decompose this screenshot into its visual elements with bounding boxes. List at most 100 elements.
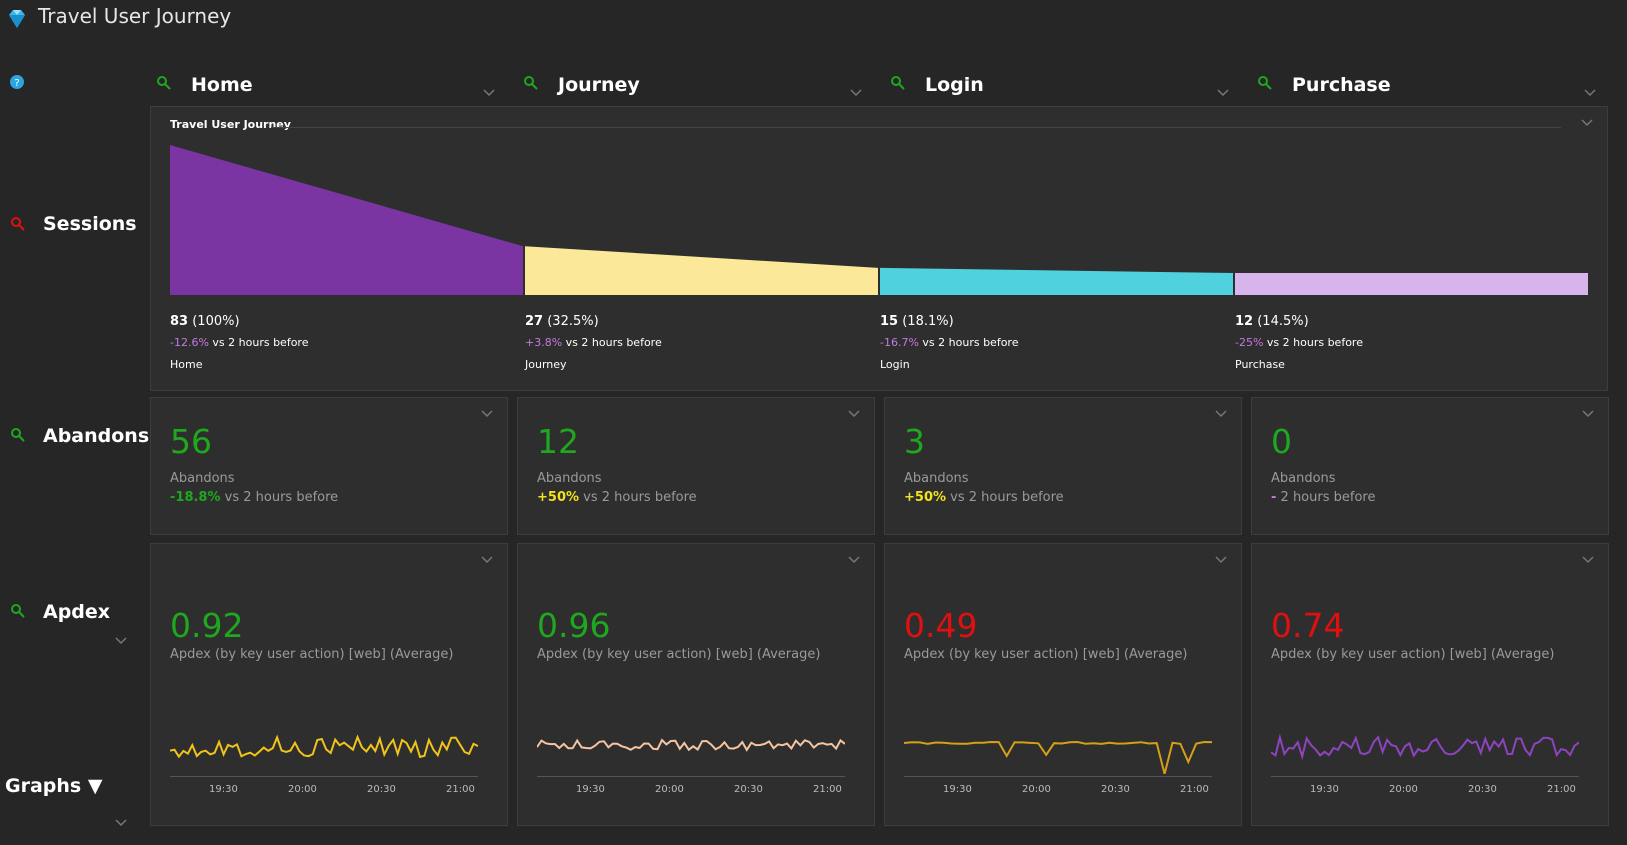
time-axis-tick: 20:30 bbox=[734, 784, 763, 795]
apdex-label: Apdex (by key user action) [web] (Averag… bbox=[1271, 647, 1555, 662]
abandons-value: 0 bbox=[1271, 422, 1292, 461]
time-axis-tick: 21:00 bbox=[1547, 784, 1576, 795]
chevron-down-icon[interactable] bbox=[1581, 119, 1593, 127]
abandons-trend: +50% vs 2 hours before bbox=[904, 490, 1064, 505]
chevron-down-icon[interactable] bbox=[848, 410, 860, 418]
funnel-title-divider bbox=[271, 127, 1561, 128]
abandons-trend: - 2 hours before bbox=[1271, 490, 1376, 505]
zoom-icon[interactable] bbox=[1257, 75, 1273, 95]
dashboard-title: Travel User Journey bbox=[38, 4, 232, 28]
time-axis bbox=[1271, 776, 1579, 777]
chevron-down-icon[interactable] bbox=[1582, 410, 1594, 418]
zoom-icon-abandons[interactable] bbox=[10, 427, 26, 447]
apdex-label: Apdex (by key user action) [web] (Averag… bbox=[170, 647, 454, 662]
apdex-sparkline bbox=[904, 740, 1212, 774]
apdex-sparkline bbox=[537, 738, 845, 752]
chevron-down-icon[interactable] bbox=[1215, 410, 1227, 418]
time-axis-tick: 19:30 bbox=[943, 784, 972, 795]
abandons-tile-home[interactable]: 56 Abandons -18.8% vs 2 hours before bbox=[150, 397, 508, 535]
apdex-tile-home[interactable]: 0.92 Apdex (by key user action) [web] (A… bbox=[150, 543, 508, 826]
funnel-segment-purchase[interactable] bbox=[1235, 273, 1588, 295]
abandons-label: Abandons bbox=[170, 471, 235, 486]
abandons-value: 12 bbox=[537, 422, 579, 461]
abandons-tile-purchase[interactable]: 0 Abandons - 2 hours before bbox=[1251, 397, 1609, 535]
funnel-step-trend: -16.7% vs 2 hours before bbox=[880, 336, 1019, 349]
chevron-down-icon[interactable] bbox=[481, 556, 493, 564]
chevron-down-icon[interactable] bbox=[848, 556, 860, 564]
row-label-graphs[interactable]: Graphs ▼ bbox=[5, 775, 103, 797]
funnel-title: Travel User Journey bbox=[170, 118, 291, 131]
zoom-icon[interactable] bbox=[890, 75, 906, 95]
abandons-tile-login[interactable]: 3 Abandons +50% vs 2 hours before bbox=[884, 397, 1242, 535]
funnel-step-trend: -12.6% vs 2 hours before bbox=[170, 336, 309, 349]
apdex-label: Apdex (by key user action) [web] (Averag… bbox=[904, 647, 1188, 662]
time-axis-tick: 20:00 bbox=[288, 784, 317, 795]
funnel-step-count: 12 (14.5%) bbox=[1235, 314, 1309, 329]
row-label-sessions: Sessions bbox=[43, 213, 137, 235]
funnel-step-trend: -25% vs 2 hours before bbox=[1235, 336, 1363, 349]
chevron-down-icon[interactable] bbox=[481, 410, 493, 418]
time-axis-tick: 20:30 bbox=[367, 784, 396, 795]
funnel-segment-login[interactable] bbox=[880, 267, 1233, 295]
chevron-down-icon[interactable] bbox=[1217, 82, 1229, 101]
time-axis-tick: 20:00 bbox=[1389, 784, 1418, 795]
funnel-step-name: Login bbox=[880, 358, 910, 371]
abandons-value: 56 bbox=[170, 422, 212, 461]
column-header-journey: Journey bbox=[558, 74, 640, 96]
apdex-value: 0.74 bbox=[1271, 606, 1345, 645]
time-axis-tick: 19:30 bbox=[1310, 784, 1339, 795]
zoom-icon[interactable] bbox=[156, 75, 172, 95]
column-header-login: Login bbox=[925, 74, 984, 96]
column-header-home: Home bbox=[191, 74, 253, 96]
funnel-segment-journey[interactable] bbox=[525, 246, 878, 295]
time-axis-tick: 21:00 bbox=[813, 784, 842, 795]
svg-text:?: ? bbox=[14, 78, 19, 89]
chevron-down-icon[interactable] bbox=[850, 82, 862, 101]
apdex-value: 0.49 bbox=[904, 606, 978, 645]
chevron-down-icon[interactable] bbox=[1582, 556, 1594, 564]
row-label-apdex: Apdex bbox=[43, 601, 111, 623]
chevron-down-icon[interactable] bbox=[115, 630, 127, 649]
time-axis bbox=[904, 776, 1212, 777]
funnel-step-count: 27 (32.5%) bbox=[525, 314, 599, 329]
zoom-icon[interactable] bbox=[523, 75, 539, 95]
abandons-label: Abandons bbox=[904, 471, 969, 486]
abandons-value: 3 bbox=[904, 422, 925, 461]
time-axis-tick: 19:30 bbox=[576, 784, 605, 795]
column-header-purchase: Purchase bbox=[1292, 74, 1391, 96]
funnel-step-count: 83 (100%) bbox=[170, 314, 240, 329]
funnel-step-trend: +3.8% vs 2 hours before bbox=[525, 336, 662, 349]
funnel-chart bbox=[170, 145, 1588, 295]
apdex-tile-journey[interactable]: 0.96 Apdex (by key user action) [web] (A… bbox=[517, 543, 875, 826]
apdex-sparkline bbox=[170, 734, 478, 759]
abandons-label: Abandons bbox=[537, 471, 602, 486]
funnel-step-name: Home bbox=[170, 358, 203, 371]
time-axis-tick: 20:00 bbox=[655, 784, 684, 795]
apdex-sparkline bbox=[1271, 733, 1579, 761]
time-axis-tick: 21:00 bbox=[1180, 784, 1209, 795]
row-label-abandons: Abandons bbox=[43, 425, 150, 447]
time-axis-tick: 20:00 bbox=[1022, 784, 1051, 795]
funnel-step-name: Purchase bbox=[1235, 358, 1285, 371]
funnel-step-name: Journey bbox=[525, 358, 567, 371]
chevron-down-icon[interactable] bbox=[483, 82, 495, 101]
funnel-tile: Travel User Journey 83 (100%) -12.6% vs 2… bbox=[150, 106, 1608, 391]
time-axis bbox=[537, 776, 845, 777]
chevron-down-icon[interactable] bbox=[115, 812, 127, 831]
time-axis bbox=[170, 776, 478, 777]
abandons-label: Abandons bbox=[1271, 471, 1336, 486]
apdex-label: Apdex (by key user action) [web] (Averag… bbox=[537, 647, 821, 662]
help-icon[interactable]: ? bbox=[9, 74, 25, 94]
zoom-icon-sessions[interactable] bbox=[10, 216, 26, 236]
chevron-down-icon[interactable] bbox=[1215, 556, 1227, 564]
zoom-icon-apdex[interactable] bbox=[10, 603, 26, 623]
funnel-segment-home[interactable] bbox=[170, 145, 523, 295]
abandons-trend: +50% vs 2 hours before bbox=[537, 490, 697, 505]
apdex-value: 0.92 bbox=[170, 606, 244, 645]
abandons-tile-journey[interactable]: 12 Abandons +50% vs 2 hours before bbox=[517, 397, 875, 535]
abandons-trend: -18.8% vs 2 hours before bbox=[170, 490, 339, 505]
apdex-tile-login[interactable]: 0.49 Apdex (by key user action) [web] (A… bbox=[884, 543, 1242, 826]
time-axis-tick: 20:30 bbox=[1468, 784, 1497, 795]
apdex-tile-purchase[interactable]: 0.74 Apdex (by key user action) [web] (A… bbox=[1251, 543, 1609, 826]
chevron-down-icon[interactable] bbox=[1584, 82, 1596, 101]
